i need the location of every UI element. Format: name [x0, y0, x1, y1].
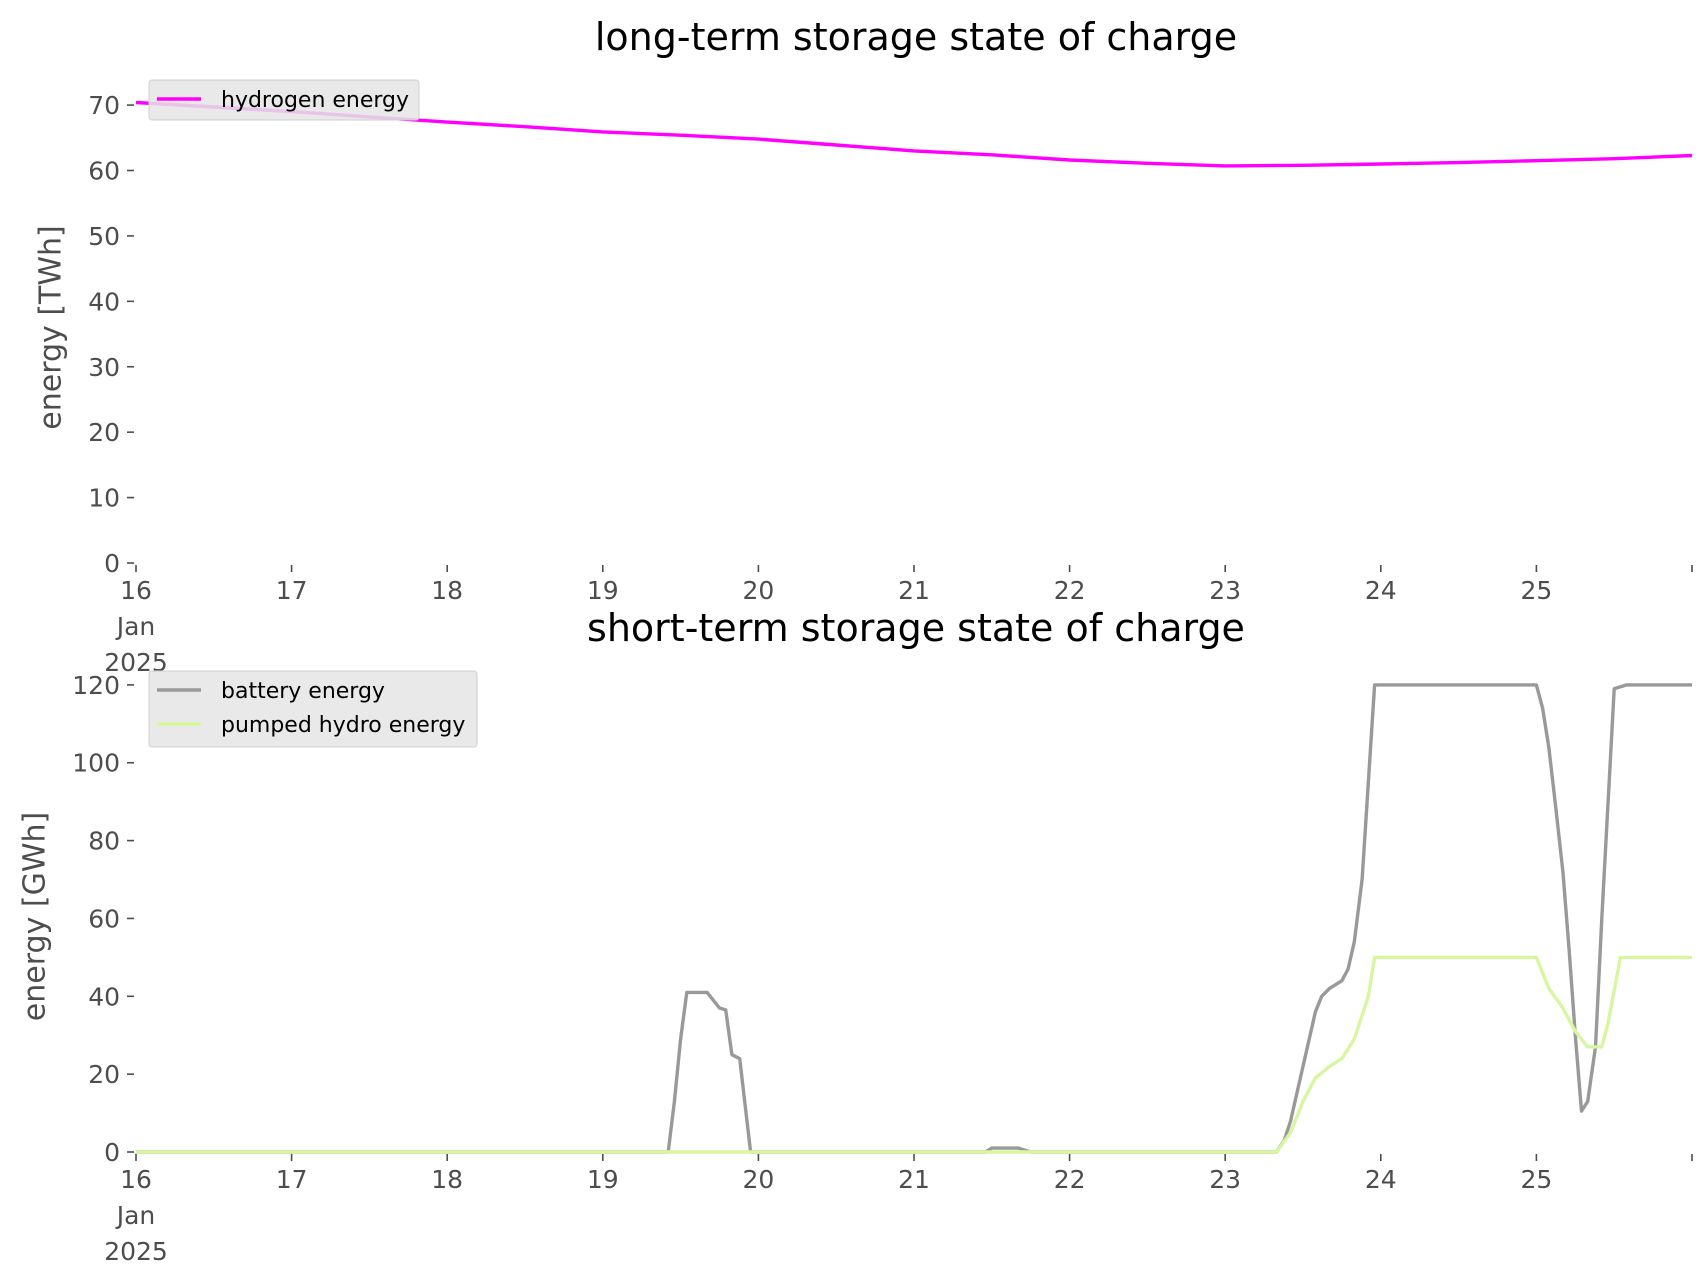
y-axis-label: energy [GWh]: [18, 812, 53, 1021]
y-tick-label: 50: [88, 222, 120, 251]
x-tick-label: 17: [276, 1165, 308, 1194]
y-tick-label: 40: [88, 287, 120, 316]
y-tick-label: 20: [88, 1060, 120, 1089]
x-tick-label: 21: [898, 1165, 930, 1194]
x-tick-label: 24: [1365, 576, 1397, 605]
y-tick-label: 10: [88, 484, 120, 513]
x-tick-label: 19: [587, 1165, 619, 1194]
legend-box: [148, 670, 478, 748]
x-tick-label: 20: [742, 1165, 774, 1194]
x-tick-label: 20: [742, 576, 774, 605]
legend: battery energy pumped hydro energy: [148, 670, 478, 748]
x-tick-label: 18: [431, 1165, 463, 1194]
x-tick-label: 2025: [104, 1237, 168, 1266]
legend-label-pumped-hydro-energy: pumped hydro energy: [221, 713, 465, 738]
x-tick-label: 22: [1054, 1165, 1086, 1194]
x-tick-label: 25: [1520, 576, 1552, 605]
x-tick-label: 21: [898, 576, 930, 605]
x-tick-label: 17: [276, 576, 308, 605]
x-tick-label: 18: [431, 576, 463, 605]
y-axis-label: energy [TWh]: [34, 225, 69, 429]
y-tick-label: 20: [88, 418, 120, 447]
y-tick-label: 80: [88, 827, 120, 856]
y-tick-label: 60: [88, 904, 120, 933]
y-tick-label: 40: [88, 982, 120, 1011]
pumped-hydro-energy-line: [136, 955, 1692, 1154]
y-tick-label: 120: [72, 671, 120, 700]
legend-label-battery-energy: battery energy: [221, 679, 385, 704]
x-tick-label: Jan: [115, 1201, 156, 1230]
x-tick-label: 22: [1054, 576, 1086, 605]
legend: hydrogen energy: [148, 79, 420, 121]
x-tick-label: 16: [120, 576, 152, 605]
y-tick-label: 30: [88, 353, 120, 382]
x-tick-label: 24: [1365, 1165, 1397, 1194]
x-tick-label: 19: [587, 576, 619, 605]
legend-label-hydrogen-energy: hydrogen energy: [221, 88, 409, 113]
x-tick-label: 25: [1520, 1165, 1552, 1194]
x-tick-label: 16: [120, 1165, 152, 1194]
y-tick-label: 100: [72, 749, 120, 778]
chart-title: short-term storage state of charge: [587, 606, 1245, 650]
legend-box: [148, 79, 420, 121]
y-tick-label: 70: [88, 91, 120, 120]
x-tick-label: 23: [1209, 1165, 1241, 1194]
short-term-storage-chart: short-term storage state of charge energy…: [18, 606, 1693, 1266]
long-term-storage-chart: long-term storage state of charge energy …: [34, 15, 1693, 677]
y-tick-label: 0: [104, 549, 120, 578]
battery-energy-line: [136, 683, 1692, 1154]
chart-title: long-term storage state of charge: [595, 15, 1237, 59]
x-tick-label: Jan: [115, 612, 156, 641]
y-tick-label: 60: [88, 157, 120, 186]
y-tick-label: 0: [104, 1138, 120, 1167]
x-tick-label: 23: [1209, 576, 1241, 605]
